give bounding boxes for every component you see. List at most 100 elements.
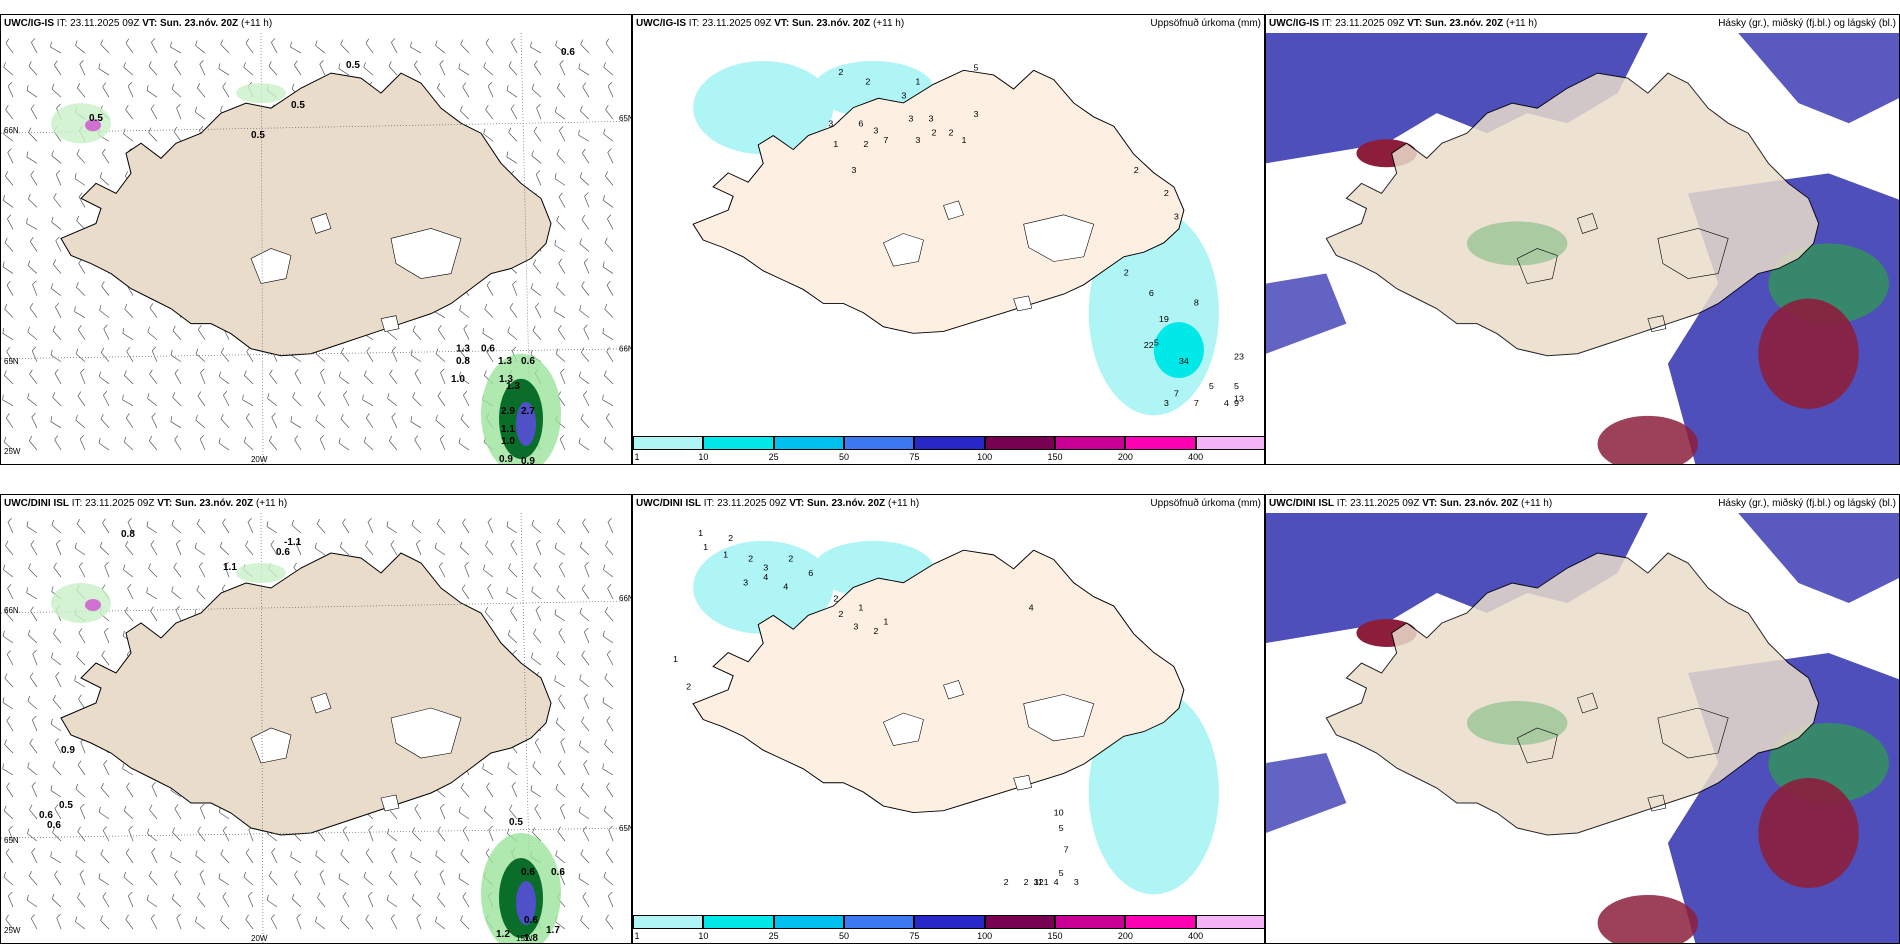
model-name: UWC/DINI ISL — [1269, 498, 1334, 509]
wind-value-label: 0.6 — [521, 867, 535, 878]
wind-value-label: 0.6 — [47, 820, 61, 831]
precip-value-label: 11 — [1034, 877, 1044, 887]
precip-value-label: 2 — [873, 626, 878, 636]
wind-value-label: 1.0 — [451, 374, 465, 385]
legend-tick-label: 75 — [909, 452, 920, 462]
panel-wind-ig: UWC/IG-IS IT: 23.11.2025 09Z VT: Sun. 23… — [0, 14, 632, 465]
wind-value-label: 0.9 — [61, 745, 75, 756]
precip-value-label: 2 — [1024, 877, 1029, 887]
precip-value-label: 5 — [1154, 338, 1159, 348]
precip-value-label: 3 — [1074, 877, 1079, 887]
legend-tick-label: 200 — [1117, 452, 1133, 462]
wind-value-label: 0.5 — [89, 113, 103, 124]
axis-label: 25W — [4, 447, 21, 456]
model-name: UWC/IG-IS — [636, 18, 686, 29]
legend-tick-label: 100 — [977, 452, 993, 462]
legend-tick-label: 25 — [768, 931, 779, 941]
precip-value-label: 5 — [1234, 382, 1239, 392]
precip-value-label: 6 — [858, 119, 863, 129]
precip-value-label: 2 — [863, 139, 868, 149]
axis-label: 66N — [4, 126, 19, 135]
precip-value-label: 1 — [833, 139, 838, 149]
iceland-land — [692, 549, 1185, 814]
lead-time: (+11 h) — [885, 498, 920, 509]
axis-label: 25W — [4, 926, 21, 935]
wind-value-label: 0.6 — [551, 867, 565, 878]
model-name: UWC/DINI ISL — [636, 498, 701, 509]
panel-header: UWC/IG-IS IT: 23.11.2025 09Z VT: Sun. 23… — [636, 18, 904, 30]
precip-value-label: 34 — [1179, 356, 1189, 366]
legend-swatch — [914, 915, 985, 929]
iceland-land — [1325, 552, 1820, 836]
legend-tick-label: 150 — [1047, 452, 1063, 462]
valid-time: VT: Sun. 23.nóv. 20Z — [1422, 498, 1519, 509]
precip-value-label: 4 — [1224, 398, 1229, 408]
wind-value-label: 1.2 — [496, 929, 510, 940]
legend-swatch — [703, 436, 774, 450]
map-svg — [1266, 513, 1899, 943]
wind-value-label: 1.1 — [501, 424, 515, 435]
panel-header: UWC/IG-IS IT: 23.11.2025 09Z VT: Sun. 23… — [4, 18, 272, 30]
wind-value-label: 1.8 — [524, 933, 538, 943]
panel-header: UWC/IG-IS IT: 23.11.2025 09Z VT: Sun. 23… — [1269, 18, 1537, 30]
precip-value-label: 3 — [828, 119, 833, 129]
precip-value-label: 1 — [673, 654, 678, 664]
lead-time: (+11 h) — [253, 498, 288, 509]
precip-legend: 1 10 25 50 75 100 150 200 400 — [633, 913, 1264, 943]
map-area: 5 2 2 3 1 3 1 2 6 3 3 3 3 1 7 3 2 3 2 2 3 2 2 6 8 19 5 22 34 23 5 5 13 7 9… — [633, 33, 1264, 434]
legend-swatch — [773, 915, 844, 929]
wind-value-label: 0.8 — [121, 529, 135, 540]
precip-value-label: 1 — [698, 529, 703, 539]
init-time: IT: 23.11.2025 09Z — [69, 498, 158, 509]
lead-time: (+11 h) — [1503, 18, 1538, 29]
legend-tick-label: 1 — [634, 931, 640, 941]
panel-cloud-dini: UWC/DINI ISL IT: 23.11.2025 09Z VT: Sun.… — [1265, 494, 1900, 944]
legend-swatch — [984, 436, 1055, 450]
wind-value-label: 1.0 — [501, 436, 515, 447]
precip-value-label: 1 — [883, 617, 888, 627]
precip-value-label: 6 — [1149, 288, 1154, 298]
model-name: UWC/IG-IS — [1269, 18, 1319, 29]
legend-tick-label: 25 — [768, 452, 779, 462]
axis-label: 20W — [251, 455, 268, 464]
panel-precip-dini: UWC/DINI ISL IT: 23.11.2025 09Z VT: Sun.… — [632, 494, 1265, 944]
wind-value-label: 0.5 — [291, 100, 305, 111]
legend-swatch — [1125, 915, 1196, 929]
precip-value-label: 2 — [1164, 188, 1169, 198]
precip-value-label: 3 — [1034, 877, 1039, 887]
precip-value-label: 23 — [1234, 352, 1244, 362]
valid-time: VT: Sun. 23.nóv. 20Z — [1407, 18, 1504, 29]
precip-value-label: 1 — [703, 543, 708, 553]
legend-tick-label: 150 — [1047, 931, 1063, 941]
precip-value-label: 4 — [1029, 603, 1034, 613]
precip-value-label: 1 — [1044, 877, 1049, 887]
wind-value-label: 2.9 — [501, 406, 515, 417]
iceland-land — [692, 69, 1185, 334]
lead-time: (+11 h) — [238, 18, 273, 29]
panel-title: Uppsöfnuð úrkoma (mm) — [1150, 18, 1261, 29]
wind-value-label: 0.6 — [521, 356, 535, 367]
wind-value-label: 2.7 — [521, 406, 535, 417]
panel-precip-ig: UWC/IG-IS IT: 23.11.2025 09Z VT: Sun. 23… — [632, 14, 1265, 465]
precip-value-label: 7 — [883, 135, 888, 145]
panel-header: UWC/DINI ISL IT: 23.11.2025 09Z VT: Sun.… — [4, 498, 287, 510]
panel-title: Hásky (gr.), miðský (fj.bl.) og lágský (… — [1718, 498, 1896, 509]
map-svg — [1266, 33, 1899, 464]
wind-value-label: 0.6 — [39, 810, 53, 821]
map-area — [1266, 33, 1899, 464]
map-area: 0.6 0.5 0.5 0.5 0.5 1.3 0.6 0.8 1.3 0.6 1.0 1.3 1.3 2… — [1, 33, 631, 464]
precip-value-label: 4 — [1054, 877, 1059, 887]
precip-value-label: 2 — [1134, 165, 1139, 175]
precip-value-label: 2 — [833, 594, 838, 604]
precip-value-label: 2 — [788, 554, 793, 564]
valid-time: VT: Sun. 23.nóv. 20Z — [157, 498, 254, 509]
precip-value-label: 5 — [1059, 868, 1064, 878]
precip-value-label: 3 — [853, 622, 858, 632]
axis-label: 65N — [4, 357, 19, 366]
map-area: 1 2 1 1 2 3 2 6 3 4 4 2 2 1 3 1 1 2 2 4 10 5 7 5 4 11 3 3 1 2 2 2 — [633, 513, 1264, 913]
legend-swatch — [844, 915, 915, 929]
wind-value-label: 0.5 — [346, 60, 360, 71]
init-time: IT: 23.11.2025 09Z — [686, 18, 775, 29]
legend-tick-label: 400 — [1188, 452, 1204, 462]
precip-value-label: 3 — [928, 114, 933, 124]
